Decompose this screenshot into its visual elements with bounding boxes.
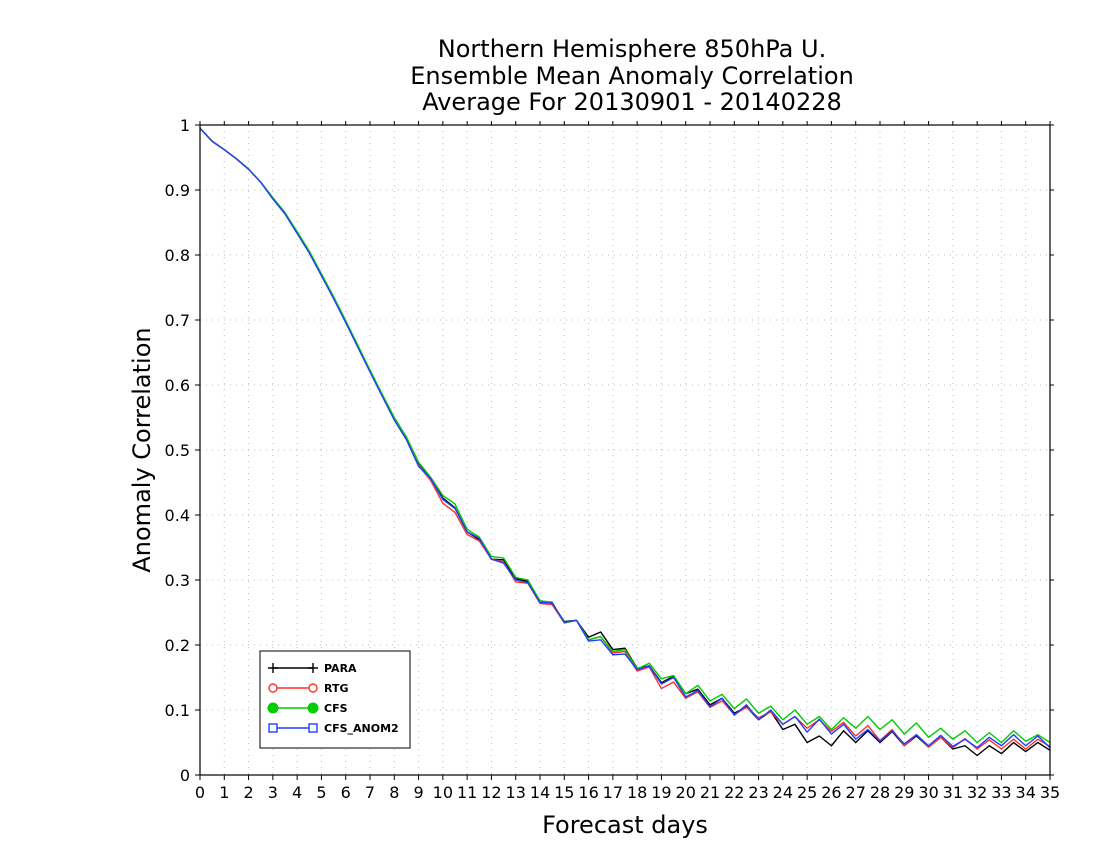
axis-ticks: 0 1 2 3 4 5 6 7 8 9 10 11 12 13 14 15 16 17 18 19 20 21 22 23 24… <box>165 116 1061 802</box>
legend-marker-plus <box>308 663 318 673</box>
x-tick-label: 21 <box>700 783 720 802</box>
legend-marker-open-square <box>268 723 278 733</box>
x-tick-label: 4 <box>292 783 302 802</box>
x-tick-label: 19 <box>651 783 671 802</box>
series-line-cfs-anom2 <box>199 127 1051 749</box>
x-tick-label: 26 <box>821 783 841 802</box>
x-tick-label: 18 <box>627 783 647 802</box>
x-tick-label: 31 <box>943 783 963 802</box>
x-tick-label: 23 <box>748 783 768 802</box>
y-tick-label: 0.4 <box>165 506 190 525</box>
legend-label: CFS_ANOM2 <box>324 722 399 735</box>
x-tick-label: 8 <box>389 783 399 802</box>
legend: PARA RTG CFS CFS_ANOM2 <box>259 650 411 749</box>
chart-title-line-1: Northern Hemisphere 850hPa U. <box>437 35 827 63</box>
y-axis-label: Anomaly Correlation <box>128 327 156 572</box>
y-tick-label: 0.3 <box>165 571 190 590</box>
y-tick-label: 1 <box>180 116 190 135</box>
legend-box <box>259 650 411 749</box>
legend-marker-open-circle <box>268 683 278 693</box>
legend-marker-filled-circle <box>267 702 279 714</box>
x-tick-label: 34 <box>1016 783 1036 802</box>
x-tick-label: 20 <box>676 783 696 802</box>
x-tick-label: 24 <box>773 783 793 802</box>
legend-marker-open-square <box>308 723 318 733</box>
x-tick-label: 15 <box>554 783 574 802</box>
x-tick-label: 16 <box>578 783 598 802</box>
y-tick-label: 0.1 <box>165 701 190 720</box>
series-line-cfs <box>199 127 1051 744</box>
y-tick-label: 0.6 <box>165 376 190 395</box>
x-tick-label: 6 <box>341 783 351 802</box>
x-tick-label: 27 <box>846 783 866 802</box>
x-tick-label: 12 <box>481 783 501 802</box>
chart-title-line-2: Ensemble Mean Anomaly Correlation <box>410 62 854 90</box>
x-tick-label: 10 <box>433 783 453 802</box>
x-axis-label: Forecast days <box>542 811 708 839</box>
y-tick-label: 0.8 <box>165 246 190 265</box>
x-tick-label: 35 <box>1040 783 1060 802</box>
x-tick-label: 11 <box>457 783 477 802</box>
y-tick-label: 0 <box>180 766 190 785</box>
legend-label: CFS <box>324 702 348 715</box>
x-tick-label: 1 <box>219 783 229 802</box>
legend-marker-open-circle <box>308 683 318 693</box>
y-tick-label: 0.5 <box>165 441 190 460</box>
x-tick-label: 14 <box>530 783 550 802</box>
x-tick-label: 0 <box>195 783 205 802</box>
y-tick-label: 0.2 <box>165 636 190 655</box>
series-lines <box>199 127 1051 757</box>
y-tick-label: 0.9 <box>165 181 190 200</box>
x-tick-label: 30 <box>918 783 938 802</box>
x-tick-label: 7 <box>365 783 375 802</box>
x-tick-label: 22 <box>724 783 744 802</box>
legend-marker-plus <box>268 663 278 673</box>
x-tick-label: 3 <box>268 783 278 802</box>
chart-title-line-3: Average For 20130901 - 20140228 <box>422 88 842 116</box>
y-tick-label: 0.7 <box>165 311 190 330</box>
x-tick-label: 32 <box>967 783 987 802</box>
x-tick-label: 29 <box>894 783 914 802</box>
legend-label: RTG <box>324 682 349 695</box>
x-tick-label: 17 <box>603 783 623 802</box>
x-tick-label: 2 <box>243 783 253 802</box>
x-tick-label: 28 <box>870 783 890 802</box>
legend-label: PARA <box>324 662 357 675</box>
x-tick-label: 33 <box>991 783 1011 802</box>
legend-marker-filled-circle <box>307 702 319 714</box>
x-tick-label: 9 <box>413 783 423 802</box>
x-tick-label: 5 <box>316 783 326 802</box>
x-tick-label: 25 <box>797 783 817 802</box>
x-tick-label: 13 <box>506 783 526 802</box>
